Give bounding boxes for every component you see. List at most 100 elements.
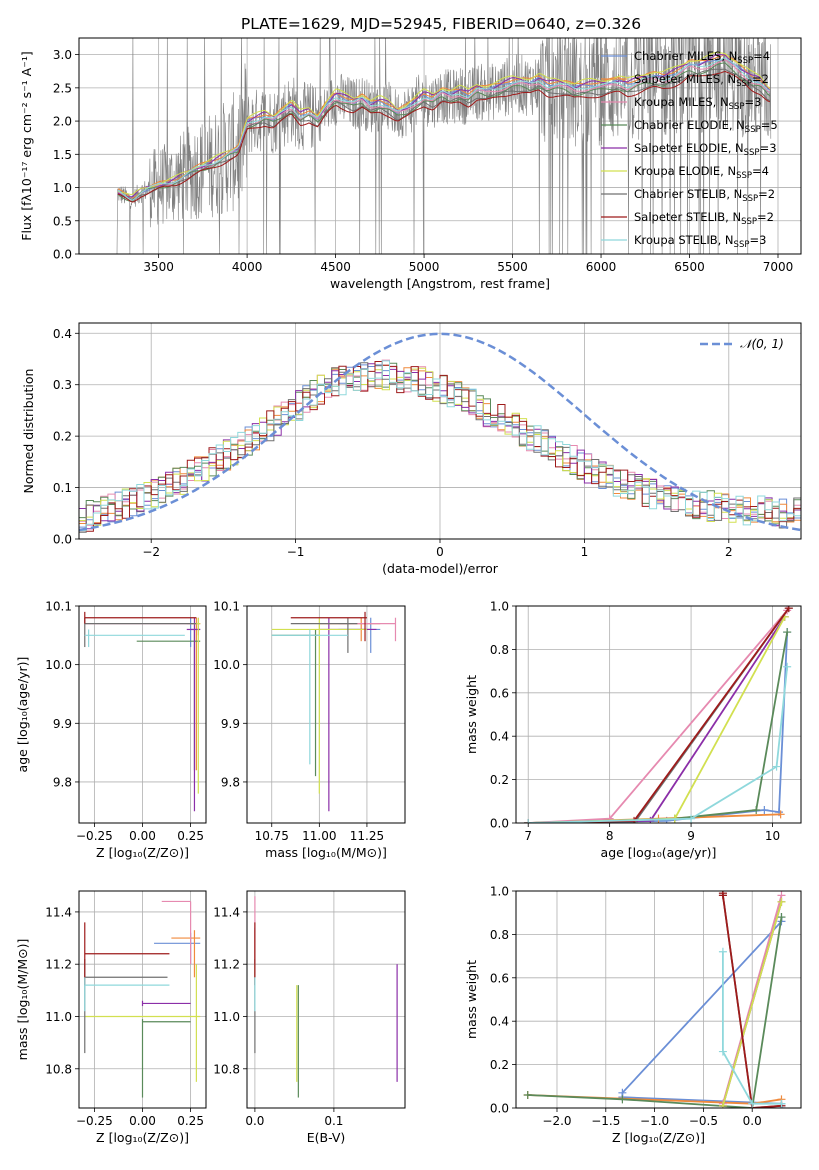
y-tick-label: 9.8 xyxy=(53,775,72,789)
age_vs_Z-grid xyxy=(79,605,206,823)
weight-marker xyxy=(777,913,786,922)
mass_weight_vs_Z-frame xyxy=(515,890,802,1109)
y-tick-label: 9.8 xyxy=(221,775,240,789)
legend-entry: Kroupa MILES, NSSP=3 xyxy=(634,95,761,112)
x-tick-label: −2 xyxy=(142,545,160,559)
data-point xyxy=(141,1000,191,1007)
y-tick-label: 11.2 xyxy=(213,958,240,972)
x-tick-label: 10.75 xyxy=(255,829,289,843)
legend-entry: Kroupa ELODIE, NSSP=4 xyxy=(634,164,769,181)
x-tick-label: 3500 xyxy=(143,260,174,274)
y-tick-label: 0.5 xyxy=(53,214,72,228)
weight-marker xyxy=(783,662,792,671)
age_vs_mass-plot-area xyxy=(271,611,397,812)
residuals-xlabel: (data-model)/error xyxy=(382,561,499,576)
x-tick-label: −1.0 xyxy=(640,1114,669,1128)
y-tick-label: 0.0 xyxy=(490,817,509,831)
y-tick-label: 1.0 xyxy=(490,885,509,899)
weight-marker xyxy=(523,1090,532,1099)
y-tick-label: 10.1 xyxy=(45,600,72,614)
weight-marker xyxy=(777,1099,786,1108)
data-point xyxy=(84,964,201,1082)
y-tick-label: 10.1 xyxy=(213,600,240,614)
weight-marker xyxy=(718,1101,727,1108)
weight-marker xyxy=(524,819,533,823)
age_vs_Z-plot-area xyxy=(84,611,201,812)
y-tick-label: 0.0 xyxy=(53,533,72,547)
mass_vs_EBV-frame xyxy=(246,890,406,1109)
spectrum-panel: 3500 4000 4500 5000 5500 6000 6500 7000 0.0 0.5 1.… xyxy=(19,37,802,291)
x-tick-label: 6500 xyxy=(674,260,705,274)
data-point xyxy=(271,617,367,794)
y-tick-label: 0.0 xyxy=(53,248,72,262)
mass_weight_vs_Z-grid xyxy=(516,890,801,1109)
x-tick-label: 0 xyxy=(436,545,444,559)
residuals-ylabel: Normed distribution xyxy=(21,369,36,494)
data-point xyxy=(171,930,201,978)
x-tick-label: 0.25 xyxy=(177,829,204,843)
spectrum-ylabel: Flux [fλ10⁻¹⁷ erg cm⁻² s⁻¹ A⁻¹] xyxy=(19,51,34,240)
weight-line xyxy=(528,607,790,823)
weight-marker xyxy=(618,1095,627,1104)
data-point xyxy=(161,900,192,965)
mass_weight_vs_age-panel: 7 8 9 10 0.0 0.2 0.4 0.6 0.8 1.0 age [log₁₀(age/yr… xyxy=(464,600,802,860)
x-tick-label: 6000 xyxy=(586,260,617,274)
spectrum-frame xyxy=(78,37,802,255)
x-tick-label: 4000 xyxy=(232,260,263,274)
figure-title: PLATE=1629, MJD=52945, FIBERID=0640, z=0… xyxy=(241,15,641,33)
age_vs_Z-panel: −0.25 0.00 0.25 9.8 9.9 10.0 10.1 Z [log₁₀(Z/Z⊙… xyxy=(15,600,207,860)
y-tick-label: 10.0 xyxy=(45,658,72,672)
x-tick-label: 0.00 xyxy=(129,1114,156,1128)
weight-marker xyxy=(760,805,769,814)
x-tick-label: −0.25 xyxy=(76,1114,113,1128)
data-point xyxy=(84,629,185,648)
x-tick-label: −2.0 xyxy=(542,1114,571,1128)
legend-entry: Chabrier ELODIE, NSSP=5 xyxy=(634,118,778,135)
mass_weight_vs_age-ylabel: mass weight xyxy=(464,675,479,754)
weight-marker xyxy=(646,816,655,823)
x-tick-label: 1 xyxy=(581,545,589,559)
weight-marker xyxy=(784,606,793,613)
x-tick-label: 11.25 xyxy=(350,829,384,843)
weight-marker xyxy=(772,762,781,771)
data-point xyxy=(84,977,170,1012)
weight-marker xyxy=(748,1099,757,1108)
legend-entry: Kroupa STELIB, NSSP=3 xyxy=(634,233,766,250)
y-tick-label: 0.8 xyxy=(490,643,509,657)
y-tick-label: 11.0 xyxy=(213,1010,240,1024)
mass_vs_Z-frame xyxy=(78,890,207,1109)
mass_vs_Z-xlabel: Z [log₁₀(Z/Z⊙)] xyxy=(96,1130,189,1145)
mass_vs_EBV-plot-area xyxy=(254,896,398,1098)
legend-entry: 𝒩(0, 1) xyxy=(740,337,784,351)
weight-line xyxy=(528,631,789,823)
x-tick-label: 5500 xyxy=(497,260,528,274)
y-tick-label: 2.0 xyxy=(53,115,72,129)
weight-marker xyxy=(783,628,792,637)
spectrum-model-line xyxy=(117,54,771,199)
x-tick-label: 0.1 xyxy=(324,1114,343,1128)
x-tick-label: 7000 xyxy=(763,260,794,274)
x-tick-label: −1 xyxy=(287,545,305,559)
x-tick-label: 9 xyxy=(687,829,695,843)
weight-marker xyxy=(777,897,786,906)
y-tick-label: 3.0 xyxy=(53,48,72,62)
y-tick-label: 11.4 xyxy=(213,905,240,919)
mass_vs_EBV-panel: 0.0 0.1 10.8 11.0 11.2 11.4 E(B-V) xyxy=(213,890,406,1145)
x-tick-label: 0.00 xyxy=(129,829,156,843)
y-tick-label: 0.4 xyxy=(490,1015,509,1029)
x-tick-label: 4500 xyxy=(320,260,351,274)
x-tick-label: 7 xyxy=(524,829,532,843)
weight-line xyxy=(722,901,783,1107)
y-tick-label: 0.2 xyxy=(490,1058,509,1072)
y-tick-label: 0.6 xyxy=(490,686,509,700)
age_vs_mass-xlabel: mass [log₁₀(M/M⊙)] xyxy=(265,845,387,860)
y-tick-label: 0.2 xyxy=(53,430,72,444)
mass_weight_vs_Z-plot-area xyxy=(523,891,786,1108)
data-point xyxy=(84,958,168,1054)
residuals-plot-area xyxy=(79,332,801,533)
x-tick-label: 8 xyxy=(606,829,614,843)
spectrum-model-line xyxy=(117,70,771,203)
spectrum-xlabel: wavelength [Angstrom, rest frame] xyxy=(330,276,550,291)
legend-entry: Chabrier MILES, NSSP=4 xyxy=(634,49,770,66)
